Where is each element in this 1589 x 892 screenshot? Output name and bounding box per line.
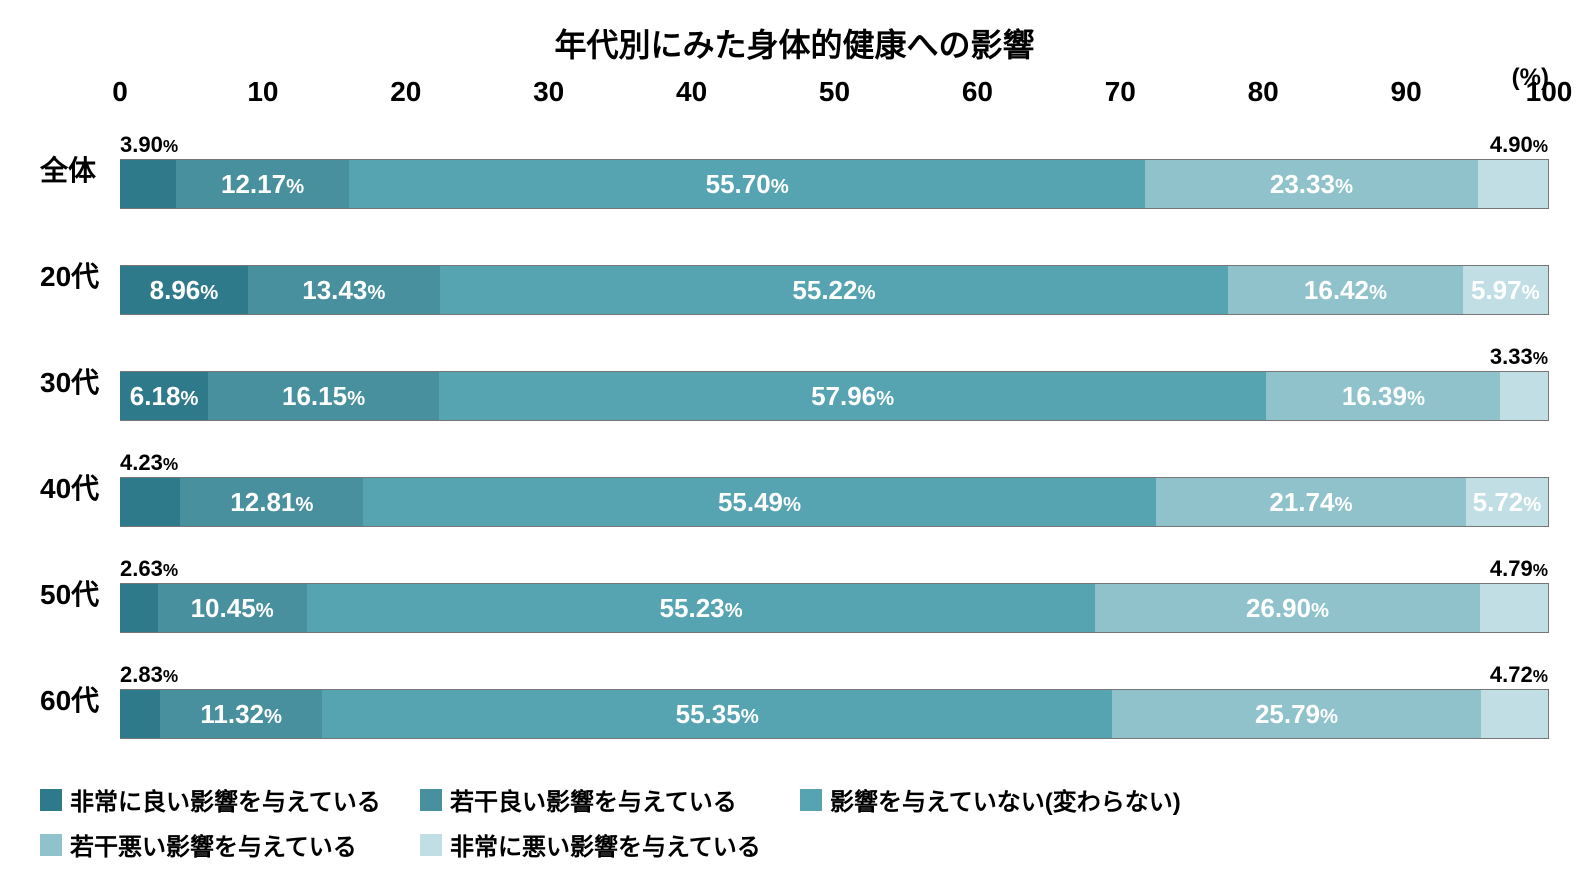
bar-segment-very_good: 8.96% (120, 266, 248, 314)
bar-segment-somewhat_bad: 25.79% (1112, 690, 1480, 738)
legend-swatch (420, 789, 442, 811)
legend-item-very_bad: 非常に悪い影響を与えている (420, 827, 800, 862)
x-tick: 20 (390, 76, 421, 108)
legend-label: 非常に良い影響を与えている (70, 782, 381, 817)
x-tick: 30 (533, 76, 564, 108)
bars: 3.90%12.17%55.70%23.33%4.90%8.96%13.43%5… (120, 116, 1549, 752)
bar-segment-no_effect: 55.70% (349, 160, 1144, 208)
x-tick: 60 (962, 76, 993, 108)
segment-label-outside: 4.90% (1490, 132, 1548, 158)
bar-row: 2.83%11.32%55.35%25.79%4.72% (120, 646, 1549, 752)
legend: 非常に良い影響を与えている 若干良い影響を与えている 影響を与えていない(変わらない… (40, 782, 1549, 872)
bar-segment-somewhat_good: 11.32% (160, 690, 322, 738)
bar-segment-somewhat_bad: 21.74% (1156, 478, 1466, 526)
legend-item-somewhat_good: 若干良い影響を与えている (420, 782, 800, 817)
stacked-bar: 8.96%13.43%55.22%16.42%5.97% (120, 265, 1549, 315)
segment-label-outside: 2.63% (120, 556, 178, 582)
stacked-bar: 2.83%11.32%55.35%25.79%4.72% (120, 689, 1549, 739)
y-axis-label: 40代 (40, 434, 120, 540)
segment-label-outside: 4.72% (1490, 662, 1548, 688)
y-axis-label: 20代 (40, 222, 120, 328)
x-tick: 10 (247, 76, 278, 108)
bar-segment-somewhat_bad: 23.33% (1145, 160, 1478, 208)
bar-segment-no_effect: 57.96% (439, 372, 1267, 420)
y-axis-labels: 全体20代30代40代50代60代 (40, 76, 120, 752)
bar-row: 3.90%12.17%55.70%23.33%4.90% (120, 116, 1549, 222)
y-axis-label: 全体 (40, 116, 120, 222)
bar-row: 8.96%13.43%55.22%16.42%5.97% (120, 222, 1549, 328)
legend-swatch (800, 789, 822, 811)
y-axis-label: 50代 (40, 540, 120, 646)
bar-segment-very_good: 2.83% (120, 690, 160, 738)
x-tick: 0 (112, 76, 128, 108)
segment-label-outside: 2.83% (120, 662, 178, 688)
segment-label-outside: 3.90% (120, 132, 178, 158)
bar-segment-no_effect: 55.22% (440, 266, 1229, 314)
legend-item-somewhat_bad: 若干悪い影響を与えている (40, 827, 420, 862)
y-axis-label: 60代 (40, 646, 120, 752)
x-tick: 90 (1391, 76, 1422, 108)
legend-label: 若干悪い影響を与えている (70, 827, 357, 862)
stacked-bar: 3.90%12.17%55.70%23.33%4.90% (120, 159, 1549, 209)
legend-label: 影響を与えていない(変わらない) (830, 782, 1181, 817)
bar-segment-very_good: 3.90% (120, 160, 176, 208)
x-tick: 100 (1526, 76, 1573, 108)
bar-segment-somewhat_bad: 26.90% (1095, 584, 1479, 632)
y-axis-label: 30代 (40, 328, 120, 434)
bar-segment-somewhat_good: 12.17% (176, 160, 350, 208)
bar-segment-somewhat_good: 10.45% (158, 584, 307, 632)
x-tick: 40 (676, 76, 707, 108)
bar-row: 4.23%12.81%55.49%21.74%5.72% (120, 434, 1549, 540)
bar-segment-no_effect: 55.49% (363, 478, 1155, 526)
legend-swatch (420, 834, 442, 856)
bar-segment-somewhat_good: 13.43% (248, 266, 440, 314)
bar-segment-very_good: 2.63% (120, 584, 158, 632)
x-tick: 70 (1105, 76, 1136, 108)
plot-area: 全体20代30代40代50代60代 0102030405060708090100… (40, 76, 1549, 752)
bar-segment-somewhat_good: 12.81% (180, 478, 363, 526)
bar-segment-no_effect: 55.35% (322, 690, 1112, 738)
bar-segment-very_bad: 4.90% (1478, 160, 1548, 208)
bar-row: 6.18%16.15%57.96%16.39%3.33% (120, 328, 1549, 434)
bar-row: 2.63%10.45%55.23%26.90%4.79% (120, 540, 1549, 646)
bar-segment-somewhat_bad: 16.39% (1266, 372, 1500, 420)
x-axis: 0102030405060708090100 (120, 76, 1549, 116)
stacked-bar: 6.18%16.15%57.96%16.39%3.33% (120, 371, 1549, 421)
chart-title: 年代別にみた身体的健康への影響 (40, 20, 1549, 66)
x-tick: 50 (819, 76, 850, 108)
legend-item-very_good: 非常に良い影響を与えている (40, 782, 420, 817)
segment-label-outside: 3.33% (1490, 344, 1548, 370)
stacked-bar: 2.63%10.45%55.23%26.90%4.79% (120, 583, 1549, 633)
bars-area: 0102030405060708090100 3.90%12.17%55.70%… (120, 76, 1549, 752)
bar-segment-very_bad: 5.97% (1463, 266, 1548, 314)
chart-container: 年代別にみた身体的健康への影響 (%) 全体20代30代40代50代60代 01… (40, 20, 1549, 872)
segment-label-outside: 4.79% (1490, 556, 1548, 582)
bar-segment-very_good: 4.23% (120, 478, 180, 526)
bar-segment-very_bad: 4.72% (1481, 690, 1548, 738)
bar-segment-very_bad: 5.72% (1466, 478, 1548, 526)
segment-label-outside: 4.23% (120, 450, 178, 476)
bar-segment-somewhat_bad: 16.42% (1228, 266, 1462, 314)
legend-swatch (40, 789, 62, 811)
legend-item-no_effect: 影響を与えていない(変わらない) (800, 782, 1220, 817)
x-tick: 80 (1248, 76, 1279, 108)
bar-segment-very_bad: 4.79% (1480, 584, 1548, 632)
legend-label: 若干良い影響を与えている (450, 782, 737, 817)
bar-segment-no_effect: 55.23% (307, 584, 1096, 632)
bar-segment-very_bad: 3.33% (1500, 372, 1548, 420)
legend-swatch (40, 834, 62, 856)
stacked-bar: 4.23%12.81%55.49%21.74%5.72% (120, 477, 1549, 527)
legend-label: 非常に悪い影響を与えている (450, 827, 761, 862)
bar-segment-somewhat_good: 16.15% (208, 372, 439, 420)
bar-segment-very_good: 6.18% (120, 372, 208, 420)
